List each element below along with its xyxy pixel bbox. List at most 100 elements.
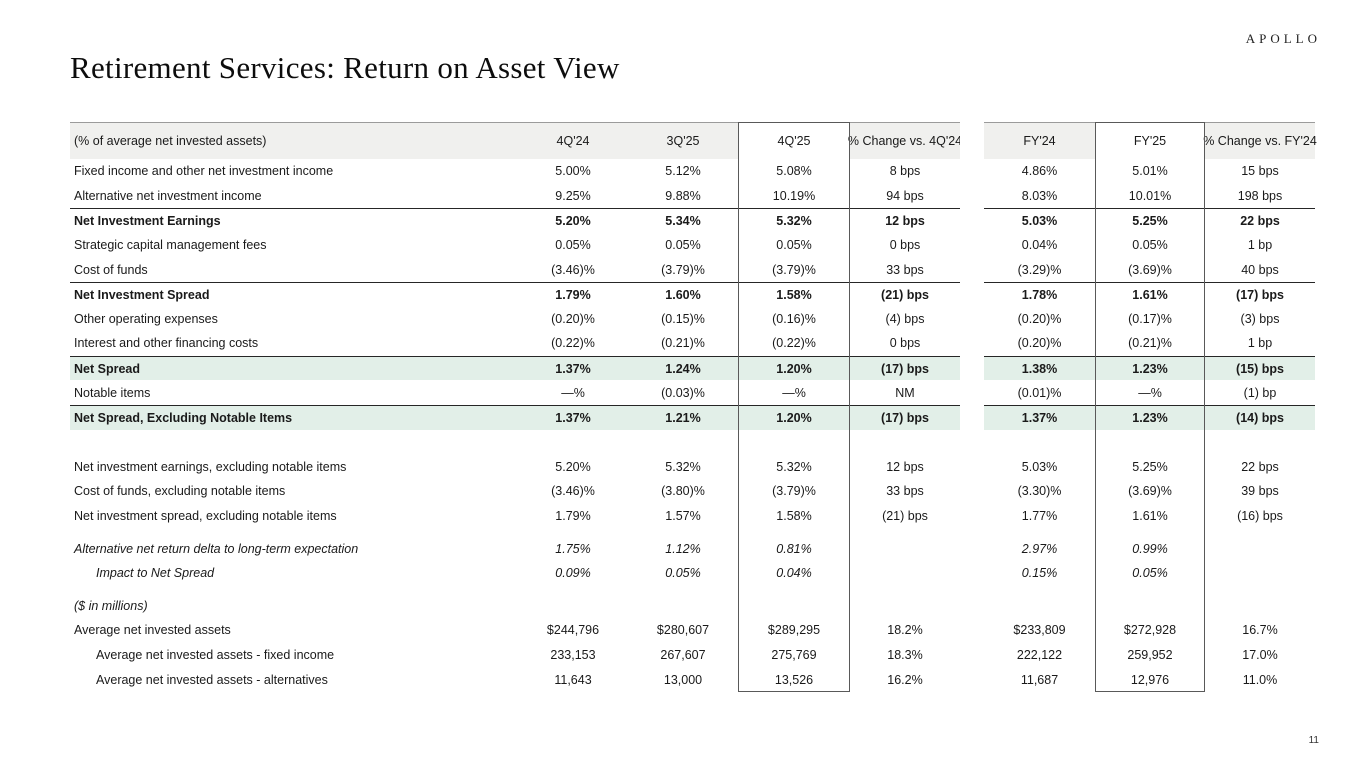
table-row: Alternative net return delta to long-ter… [70, 536, 1315, 561]
cell-value: 33 bps [886, 484, 924, 499]
row-label: ($ in millions) [74, 598, 148, 613]
cell-value: 1 bp [1247, 336, 1273, 351]
column-gap [960, 380, 984, 405]
cell-value: 13,526 [774, 672, 814, 687]
cell-value: 13,000 [663, 672, 703, 687]
cell-value: 11.0% [1242, 672, 1278, 687]
table-header-row: (% of average net invested assets) 4Q'24 3… [70, 122, 1317, 159]
column-gap [960, 122, 984, 159]
cell-value: 12 bps [850, 208, 960, 233]
cell-value: 222,122 [1016, 647, 1063, 662]
row-label: Net Investment Spread [70, 281, 518, 307]
table-row: Interest and other financing costs (0.22)… [70, 331, 1315, 356]
header-col: FY'24 [984, 122, 1095, 159]
row-label: Average net invested assets [74, 623, 231, 638]
cell-value: (3.29)% [1017, 262, 1062, 277]
row-label: Average net invested assets - fixed inco… [96, 647, 335, 662]
cell-value: 0.09% [555, 566, 591, 581]
row-label: Interest and other financing costs [74, 336, 259, 351]
cell-value: 16.7% [1242, 623, 1278, 638]
table-row: Impact to Net Spread 0.09% 0.05% 0.04% 0.15%… [70, 560, 1315, 586]
table-row: Net Spread 1.37% 1.24% 1.20% (17) bps 1.38% 1.… [70, 355, 1315, 381]
column-gap [960, 159, 984, 184]
cell-value: 4.86% [1021, 164, 1058, 179]
cell-value: 267,607 [660, 647, 706, 662]
cell-value: 12,976 [1130, 672, 1170, 687]
cell-value: 10.19% [772, 188, 816, 203]
table-row: Alternative net investment income 9.25% 9.… [70, 183, 1315, 209]
row-label: Cost of funds [74, 262, 148, 277]
cell-value: 2.97% [1021, 541, 1058, 556]
cell-value: 275,769 [771, 647, 817, 662]
cell-value: 15 bps [1241, 164, 1279, 179]
cell-value: 0 bps [889, 238, 921, 253]
table-row: Average net invested assets - fixed inco… [70, 642, 1315, 668]
roa-table: (% of average net invested assets) 4Q'24 3… [70, 122, 1317, 692]
cell-value: 94 bps [886, 188, 924, 203]
cell-value: (3.30)% [1017, 484, 1062, 499]
cell-value [738, 594, 850, 619]
cell-value [1205, 594, 1315, 619]
cell-value: 5.01% [1132, 164, 1168, 179]
cell-value: (1) bp [1243, 385, 1277, 400]
cell-value: (3) bps [1240, 311, 1280, 326]
cell-value: 5.32% [776, 459, 812, 474]
table-row: Fixed income and other net investment in… [70, 159, 1315, 184]
cell-value: (3.79)% [772, 484, 816, 499]
table-row: ($ in millions) [70, 593, 1315, 619]
cell-value: 1.58% [738, 281, 850, 307]
table-row: Notable items —% (0.03)% —% NM (0.01)% —% (1) b… [70, 380, 1315, 405]
column-gap [960, 257, 984, 282]
cell-value: (3.46)% [551, 262, 595, 277]
column-gap [960, 208, 984, 233]
row-label: Notable items [74, 385, 151, 400]
cell-value: 18.3% [887, 647, 923, 662]
cell-value: $244,796 [546, 623, 600, 638]
cell-value: (17) bps [850, 355, 960, 381]
cell-value: 1.61% [1095, 281, 1205, 307]
cell-value: 1.77% [1021, 509, 1058, 524]
cell-value: (21) bps [882, 509, 928, 524]
column-gap [960, 331, 984, 356]
row-label: Net Investment Earnings [70, 208, 518, 233]
cell-value: 5.03% [984, 208, 1095, 233]
cell-value [850, 561, 960, 586]
cell-value: 1.20% [738, 404, 850, 430]
cell-value: (0.15)% [661, 311, 705, 326]
row-label: Impact to Net Spread [96, 566, 215, 581]
cell-value: (0.16)% [772, 311, 816, 326]
column-gap [960, 183, 984, 209]
cell-value: 39 bps [1241, 484, 1279, 499]
cell-value: 9.25% [555, 188, 591, 203]
cell-value [628, 594, 738, 619]
cell-value: 8 bps [889, 164, 921, 179]
cell-value: 33 bps [886, 262, 924, 277]
cell-value: (0.21)% [661, 336, 705, 351]
cell-value: 5.03% [1021, 459, 1058, 474]
cell-value: $233,809 [1013, 623, 1066, 638]
cell-value: 1.61% [1132, 509, 1168, 524]
cell-value: NM [895, 385, 915, 400]
cell-value: 1.60% [628, 281, 738, 307]
cell-value: 0.15% [1021, 566, 1058, 581]
cell-value: 0.05% [665, 566, 701, 581]
cell-value: 1.23% [1095, 404, 1205, 430]
cell-value: 1.38% [984, 355, 1095, 381]
cell-value: —% [1138, 385, 1162, 400]
cell-value: 1.57% [665, 509, 701, 524]
cell-value: 0.04% [1021, 238, 1058, 253]
page-number: 11 [1308, 735, 1319, 746]
row-label: Net Spread, Excluding Notable Items [70, 404, 518, 430]
cell-value: (0.22)% [551, 336, 595, 351]
row-spacer [70, 586, 1315, 594]
cell-value: 22 bps [1241, 459, 1279, 474]
column-gap [960, 479, 984, 504]
cell-value [984, 594, 1095, 619]
header-col: % Change vs. FY'24 [1203, 122, 1317, 159]
cell-value: 0 bps [889, 336, 921, 351]
cell-value: 5.00% [555, 164, 591, 179]
column-gap [960, 503, 984, 529]
cell-value: (3.80)% [661, 484, 705, 499]
cell-value: 0.05% [665, 238, 701, 253]
cell-value: 40 bps [1241, 262, 1279, 277]
